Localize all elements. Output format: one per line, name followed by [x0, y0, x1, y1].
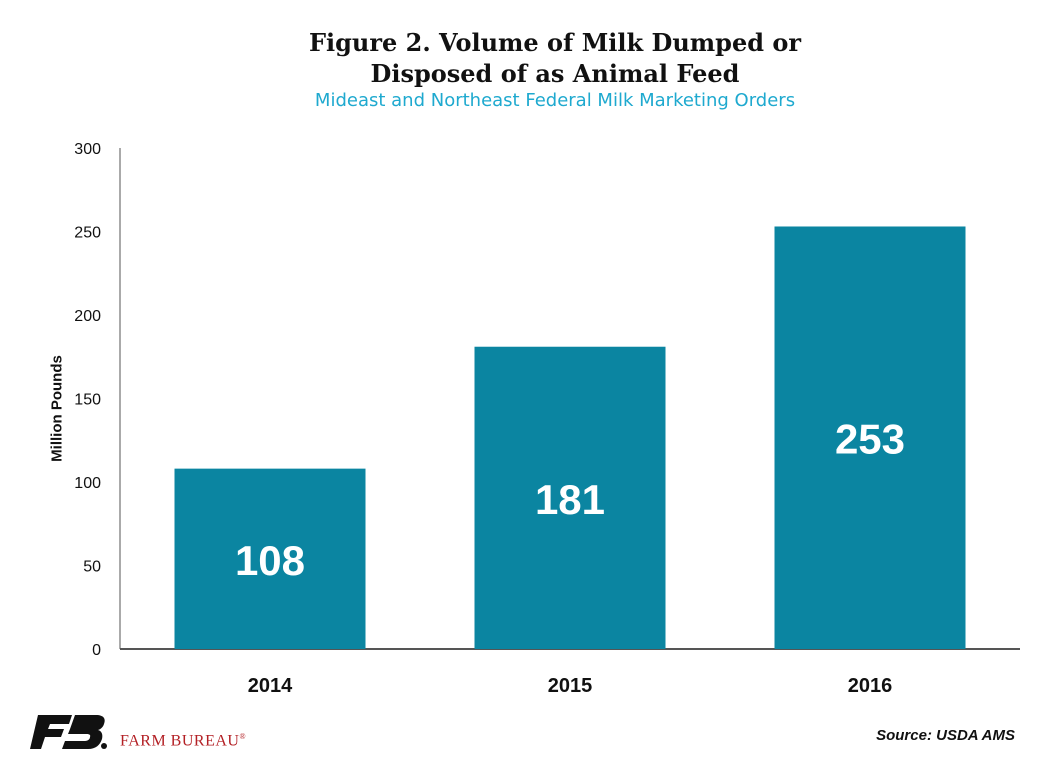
- chart-title-line1: Figure 2. Volume of Milk Dumped or: [308, 28, 802, 57]
- y-tick-label: 50: [83, 559, 101, 576]
- chart-subtitle: Mideast and Northeast Federal Milk Marke…: [314, 90, 796, 111]
- x-tick-label: 2014: [248, 675, 293, 697]
- bar: [174, 468, 366, 649]
- y-tick-label: 0: [92, 642, 101, 659]
- bar-data-label: 181: [535, 476, 605, 523]
- x-tick-label: 2015: [548, 675, 593, 697]
- bar-data-label: 108: [235, 537, 305, 584]
- bar: [774, 226, 966, 650]
- source-note: Source: USDA AMS: [876, 727, 1015, 744]
- y-tick-label: 200: [74, 308, 101, 325]
- bar-data-label: 253: [835, 416, 905, 463]
- y-tick-label: 250: [74, 225, 101, 242]
- chart-title-line2: Disposed of as Animal Feed: [370, 59, 740, 88]
- y-axis-label: Million Pounds: [48, 355, 66, 462]
- y-tick-label: 150: [74, 392, 101, 409]
- x-tick-label: 2016: [848, 675, 893, 697]
- brand-name: FARM BUREAU®: [120, 732, 247, 750]
- fb-logo-icon: [30, 715, 107, 749]
- bar: [474, 346, 666, 649]
- y-tick-label: 300: [74, 141, 101, 158]
- y-tick-label: 100: [74, 475, 101, 492]
